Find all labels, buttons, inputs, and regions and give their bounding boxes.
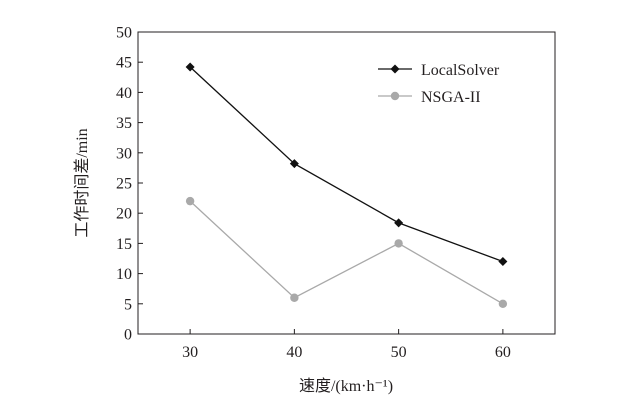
y-tick-label: 10 bbox=[116, 266, 132, 283]
x-tick-label: 40 bbox=[286, 344, 302, 361]
data-point-nsga-ii bbox=[290, 293, 299, 302]
x-axis-label: 速度/(km·h⁻¹) bbox=[299, 377, 393, 395]
x-tick-label: 30 bbox=[182, 344, 198, 361]
y-tick-label: 15 bbox=[116, 236, 132, 253]
data-point-localsolver bbox=[289, 159, 299, 169]
data-point-localsolver bbox=[498, 257, 508, 267]
y-tick-label: 25 bbox=[116, 176, 132, 193]
y-axis-ticks: 0 5 10 15 20 25 30 35 40 45 50 bbox=[116, 25, 143, 344]
y-tick-label: 35 bbox=[116, 115, 132, 132]
y-tick-label: 40 bbox=[116, 85, 132, 102]
y-tick-label: 20 bbox=[116, 206, 132, 223]
series-layer bbox=[185, 62, 508, 308]
legend-marker-nsga-ii bbox=[390, 91, 400, 101]
series-line-nsga-ii bbox=[189, 200, 504, 305]
y-tick-label: 0 bbox=[124, 327, 132, 344]
x-axis-ticks: 30 40 50 60 bbox=[182, 329, 511, 361]
x-tick-label: 50 bbox=[391, 344, 407, 361]
legend-marker-localsolver bbox=[390, 64, 400, 74]
y-tick-label: 30 bbox=[116, 145, 132, 162]
data-point-nsga-ii bbox=[185, 196, 195, 206]
y-tick-label: 5 bbox=[124, 296, 132, 313]
legend-label-localsolver: LocalSolver bbox=[421, 62, 500, 79]
data-point-nsga-ii bbox=[498, 299, 508, 308]
data-point-nsga-ii bbox=[394, 239, 403, 248]
data-point-localsolver bbox=[185, 62, 195, 72]
legend-label-nsga-ii: NSGA-II bbox=[421, 89, 481, 106]
y-tick-label: 50 bbox=[116, 25, 132, 42]
y-tick-label: 45 bbox=[116, 55, 132, 72]
y-axis-label: 工作时间差/min bbox=[73, 128, 91, 237]
data-point-localsolver bbox=[394, 218, 404, 228]
legend: LocalSolver NSGA-II bbox=[378, 62, 500, 106]
x-tick-label: 60 bbox=[495, 344, 511, 361]
series-line-localsolver bbox=[189, 66, 504, 263]
